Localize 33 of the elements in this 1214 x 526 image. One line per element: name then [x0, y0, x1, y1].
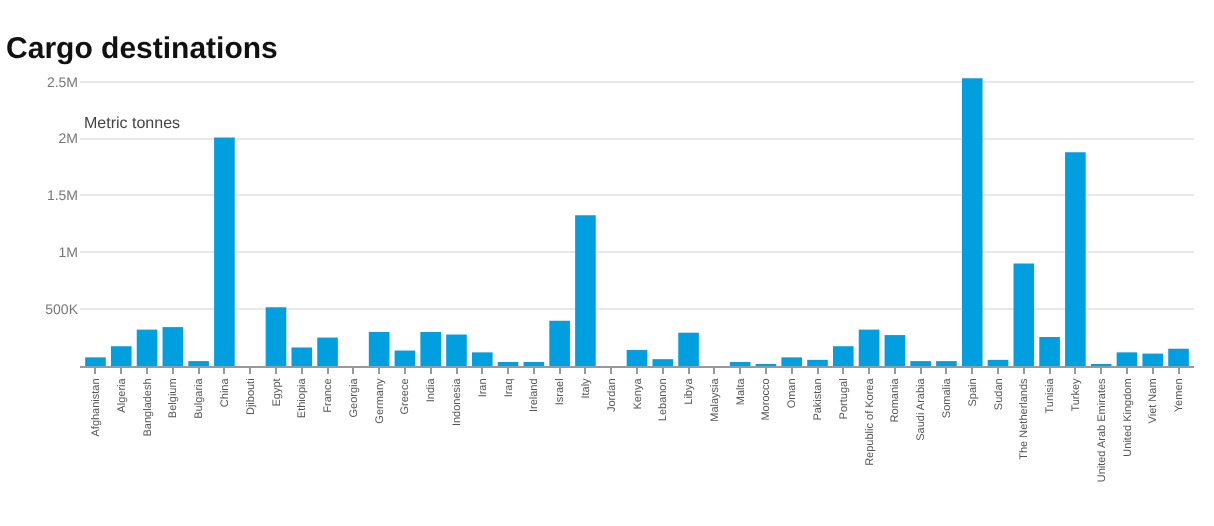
- bar: [987, 359, 1009, 366]
- bar: [1013, 263, 1035, 366]
- bar: [807, 359, 828, 366]
- bar: [162, 327, 184, 366]
- bar: [652, 359, 674, 366]
- bar: [832, 346, 854, 366]
- bar: [368, 332, 390, 366]
- chart-title: Cargo destinations: [6, 31, 278, 66]
- bar: [1168, 348, 1189, 366]
- bar: [858, 329, 880, 366]
- bar: [85, 357, 106, 366]
- bar: [961, 78, 983, 366]
- bar: [420, 332, 442, 366]
- bar: [446, 334, 467, 366]
- bar: [394, 350, 416, 366]
- bar: [265, 307, 287, 366]
- bar: [291, 347, 313, 366]
- text: Metric tonnes: [84, 114, 181, 132]
- bar: [781, 357, 803, 366]
- bar: [1116, 352, 1138, 366]
- bar: [884, 335, 906, 366]
- bar: [136, 329, 158, 366]
- bar: [1065, 152, 1086, 366]
- bar: [1142, 353, 1164, 366]
- bar: [214, 137, 235, 366]
- bar: [110, 346, 132, 366]
- bar: [1039, 337, 1060, 366]
- bar: [317, 337, 338, 366]
- bar: [678, 332, 699, 366]
- bar: [626, 349, 648, 366]
- bar: [575, 215, 596, 366]
- bar: [471, 352, 493, 366]
- bar: [549, 320, 570, 366]
